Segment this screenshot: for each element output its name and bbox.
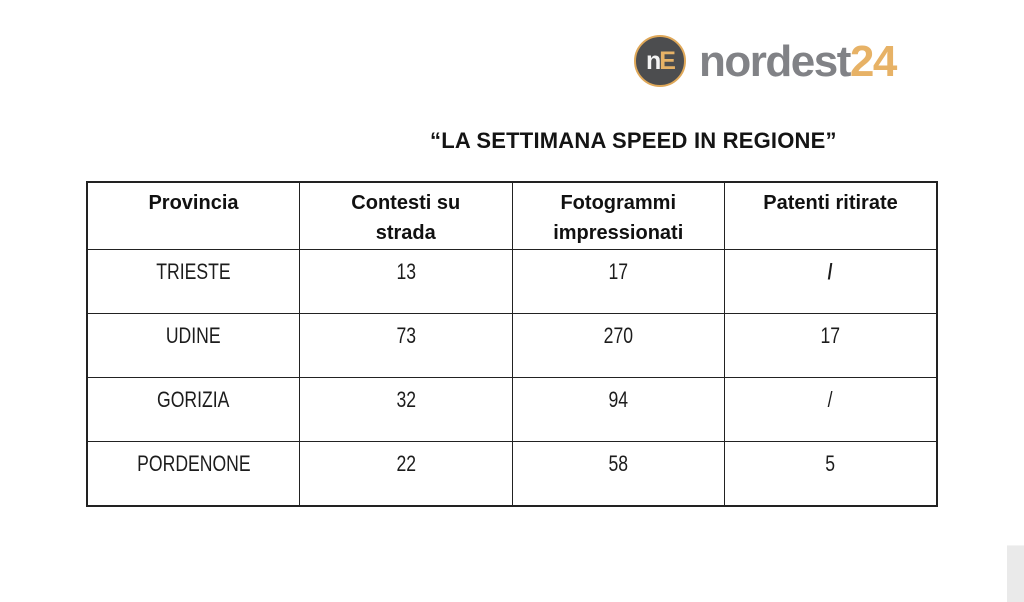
cell-text: 17 [608,259,629,284]
cell-text: UDINE [166,323,221,348]
cell-text: 94 [608,387,629,412]
column-header: Patenti ritirate [724,181,938,250]
value-cell: 58 [511,441,725,507]
value-cell: 32 [299,377,513,442]
value-cell: 94 [511,377,725,442]
province-cell: GORIZIA [86,377,300,442]
cell-text: / [828,387,833,412]
value-cell: 22 [299,441,513,507]
value-cell: 73 [299,313,513,378]
page-title: “LA SETTIMANA SPEED IN REGIONE” [430,128,837,153]
scrollbar-thumb[interactable] [1007,545,1024,602]
table-row: GORIZIA 32 94 / [86,377,938,442]
column-header: Provincia [86,181,300,250]
cell-text: 32 [395,387,416,412]
value-cell: 17 [511,249,725,314]
province-cell: UDINE [86,313,300,378]
column-header: Fotogrammi impressionati [511,181,725,250]
table-row: PORDENONE 22 58 5 [86,441,938,507]
table-row: UDINE 73 270 17 [86,313,938,378]
province-cell: PORDENONE [86,441,300,507]
cell-text: 5 [825,451,836,476]
cell-text: 73 [395,323,416,348]
cell-text: 58 [608,451,629,476]
province-cell: TRIESTE [86,249,300,314]
value-cell: 5 [724,441,938,507]
cell-text: 270 [603,323,633,348]
table-header-row: Provincia Contesti su strada Fotogrammi im… [86,181,938,250]
column-header: Contesti su strada [299,181,513,250]
speed-week-table: Provincia Contesti su strada Fotogrammi im… [86,181,938,507]
value-cell: 17 [724,313,938,378]
cell-text: TRIESTE [156,259,231,284]
value-cell: / [724,249,938,314]
logo-wordmark-accent: 24 [849,37,897,86]
cell-text: / [828,259,833,284]
value-cell: / [724,377,938,442]
value-cell: 13 [299,249,513,314]
cell-text: PORDENONE [136,451,251,476]
logo-icon-letter-n: n [646,46,661,75]
value-cell: 270 [511,313,725,378]
cell-text: 17 [820,323,841,348]
cell-text: GORIZIA [157,387,230,412]
logo-icon-letter-e: E [659,46,676,75]
cell-text: 22 [395,451,416,476]
cell-text: 13 [395,259,416,284]
logo-wordmark: nordest24 [699,37,897,86]
logo-wordmark-main: nordest [699,37,851,86]
table-row: TRIESTE 13 17 / [86,249,938,314]
